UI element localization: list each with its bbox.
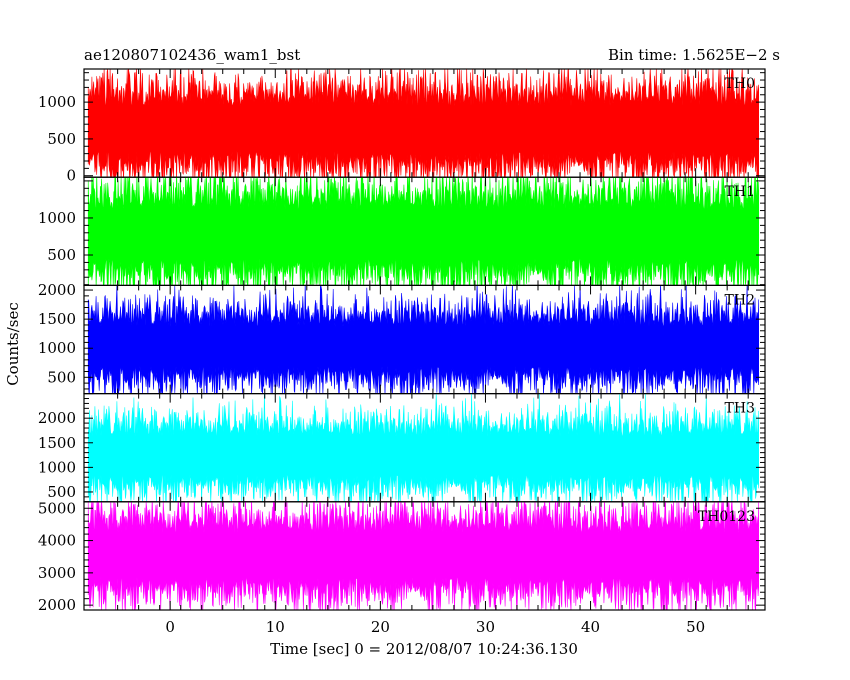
y-tick-label: 1000	[38, 209, 76, 227]
panel-label: TH3	[725, 401, 755, 417]
y-tick-label: 2000	[38, 281, 76, 299]
y-tick-label: 1000	[38, 339, 76, 357]
panel-frame	[83, 501, 766, 611]
x-axis: 0 10 20 30 40 50	[165, 618, 705, 636]
y-tick-label: 2000	[38, 409, 76, 427]
x-tick-label: 30	[476, 618, 495, 636]
y-tick-label: 1500	[38, 434, 76, 452]
y-tick-label: 1500	[38, 310, 76, 328]
x-tick-label: 40	[581, 618, 600, 636]
x-tick-label: 50	[686, 618, 705, 636]
y-axis-label: Counts/sec	[4, 302, 22, 386]
panel-th3: 500 1000 1500 2000 TH3	[38, 393, 766, 503]
panel-th2: 500 1000 1500 2000 TH2	[38, 281, 766, 395]
bin-time-label: Bin time: 1.5625E−2 s	[608, 46, 780, 64]
y-tick-label: 500	[47, 368, 76, 386]
series-th3	[87, 393, 759, 502]
y-tick-label: 1000	[38, 458, 76, 476]
series-th1	[87, 177, 759, 286]
x-axis-label: Time [sec] 0 = 2012/08/07 10:24:36.130	[270, 640, 578, 658]
x-tick-label: 20	[371, 618, 390, 636]
y-tick-label: 5000	[38, 499, 76, 517]
series-th2	[87, 285, 759, 394]
y-tick-label: 500	[47, 130, 76, 148]
y-tick-label: 500	[47, 483, 76, 501]
panel-th0: 0 500 1000 TH0	[38, 68, 766, 185]
y-tick-label: 0	[66, 167, 76, 185]
panel-th1: 500 1000 TH1	[38, 176, 766, 286]
x-tick-label: 10	[266, 618, 285, 636]
panel-label: TH0123	[698, 509, 755, 525]
panel-label: TH2	[725, 292, 755, 308]
panel-th0123: 2000 3000 4000 5000 TH0123	[38, 499, 766, 614]
x-tick-label: 0	[165, 618, 175, 636]
panels-group: 05001000TH05001000TH1500100015002000TH25…	[38, 68, 766, 614]
chart-title: ae120807102436_wam1_bst	[84, 46, 300, 64]
y-tick-label: 3000	[38, 564, 76, 582]
panel-label: TH0	[725, 76, 755, 92]
series-th0123	[87, 501, 759, 610]
series-th0	[87, 69, 759, 178]
y-tick-label: 500	[47, 246, 76, 264]
y-tick-label: 2000	[38, 596, 76, 614]
y-tick-label: 1000	[38, 93, 76, 111]
y-tick-label: 4000	[38, 532, 76, 550]
panel-label: TH1	[725, 184, 755, 200]
